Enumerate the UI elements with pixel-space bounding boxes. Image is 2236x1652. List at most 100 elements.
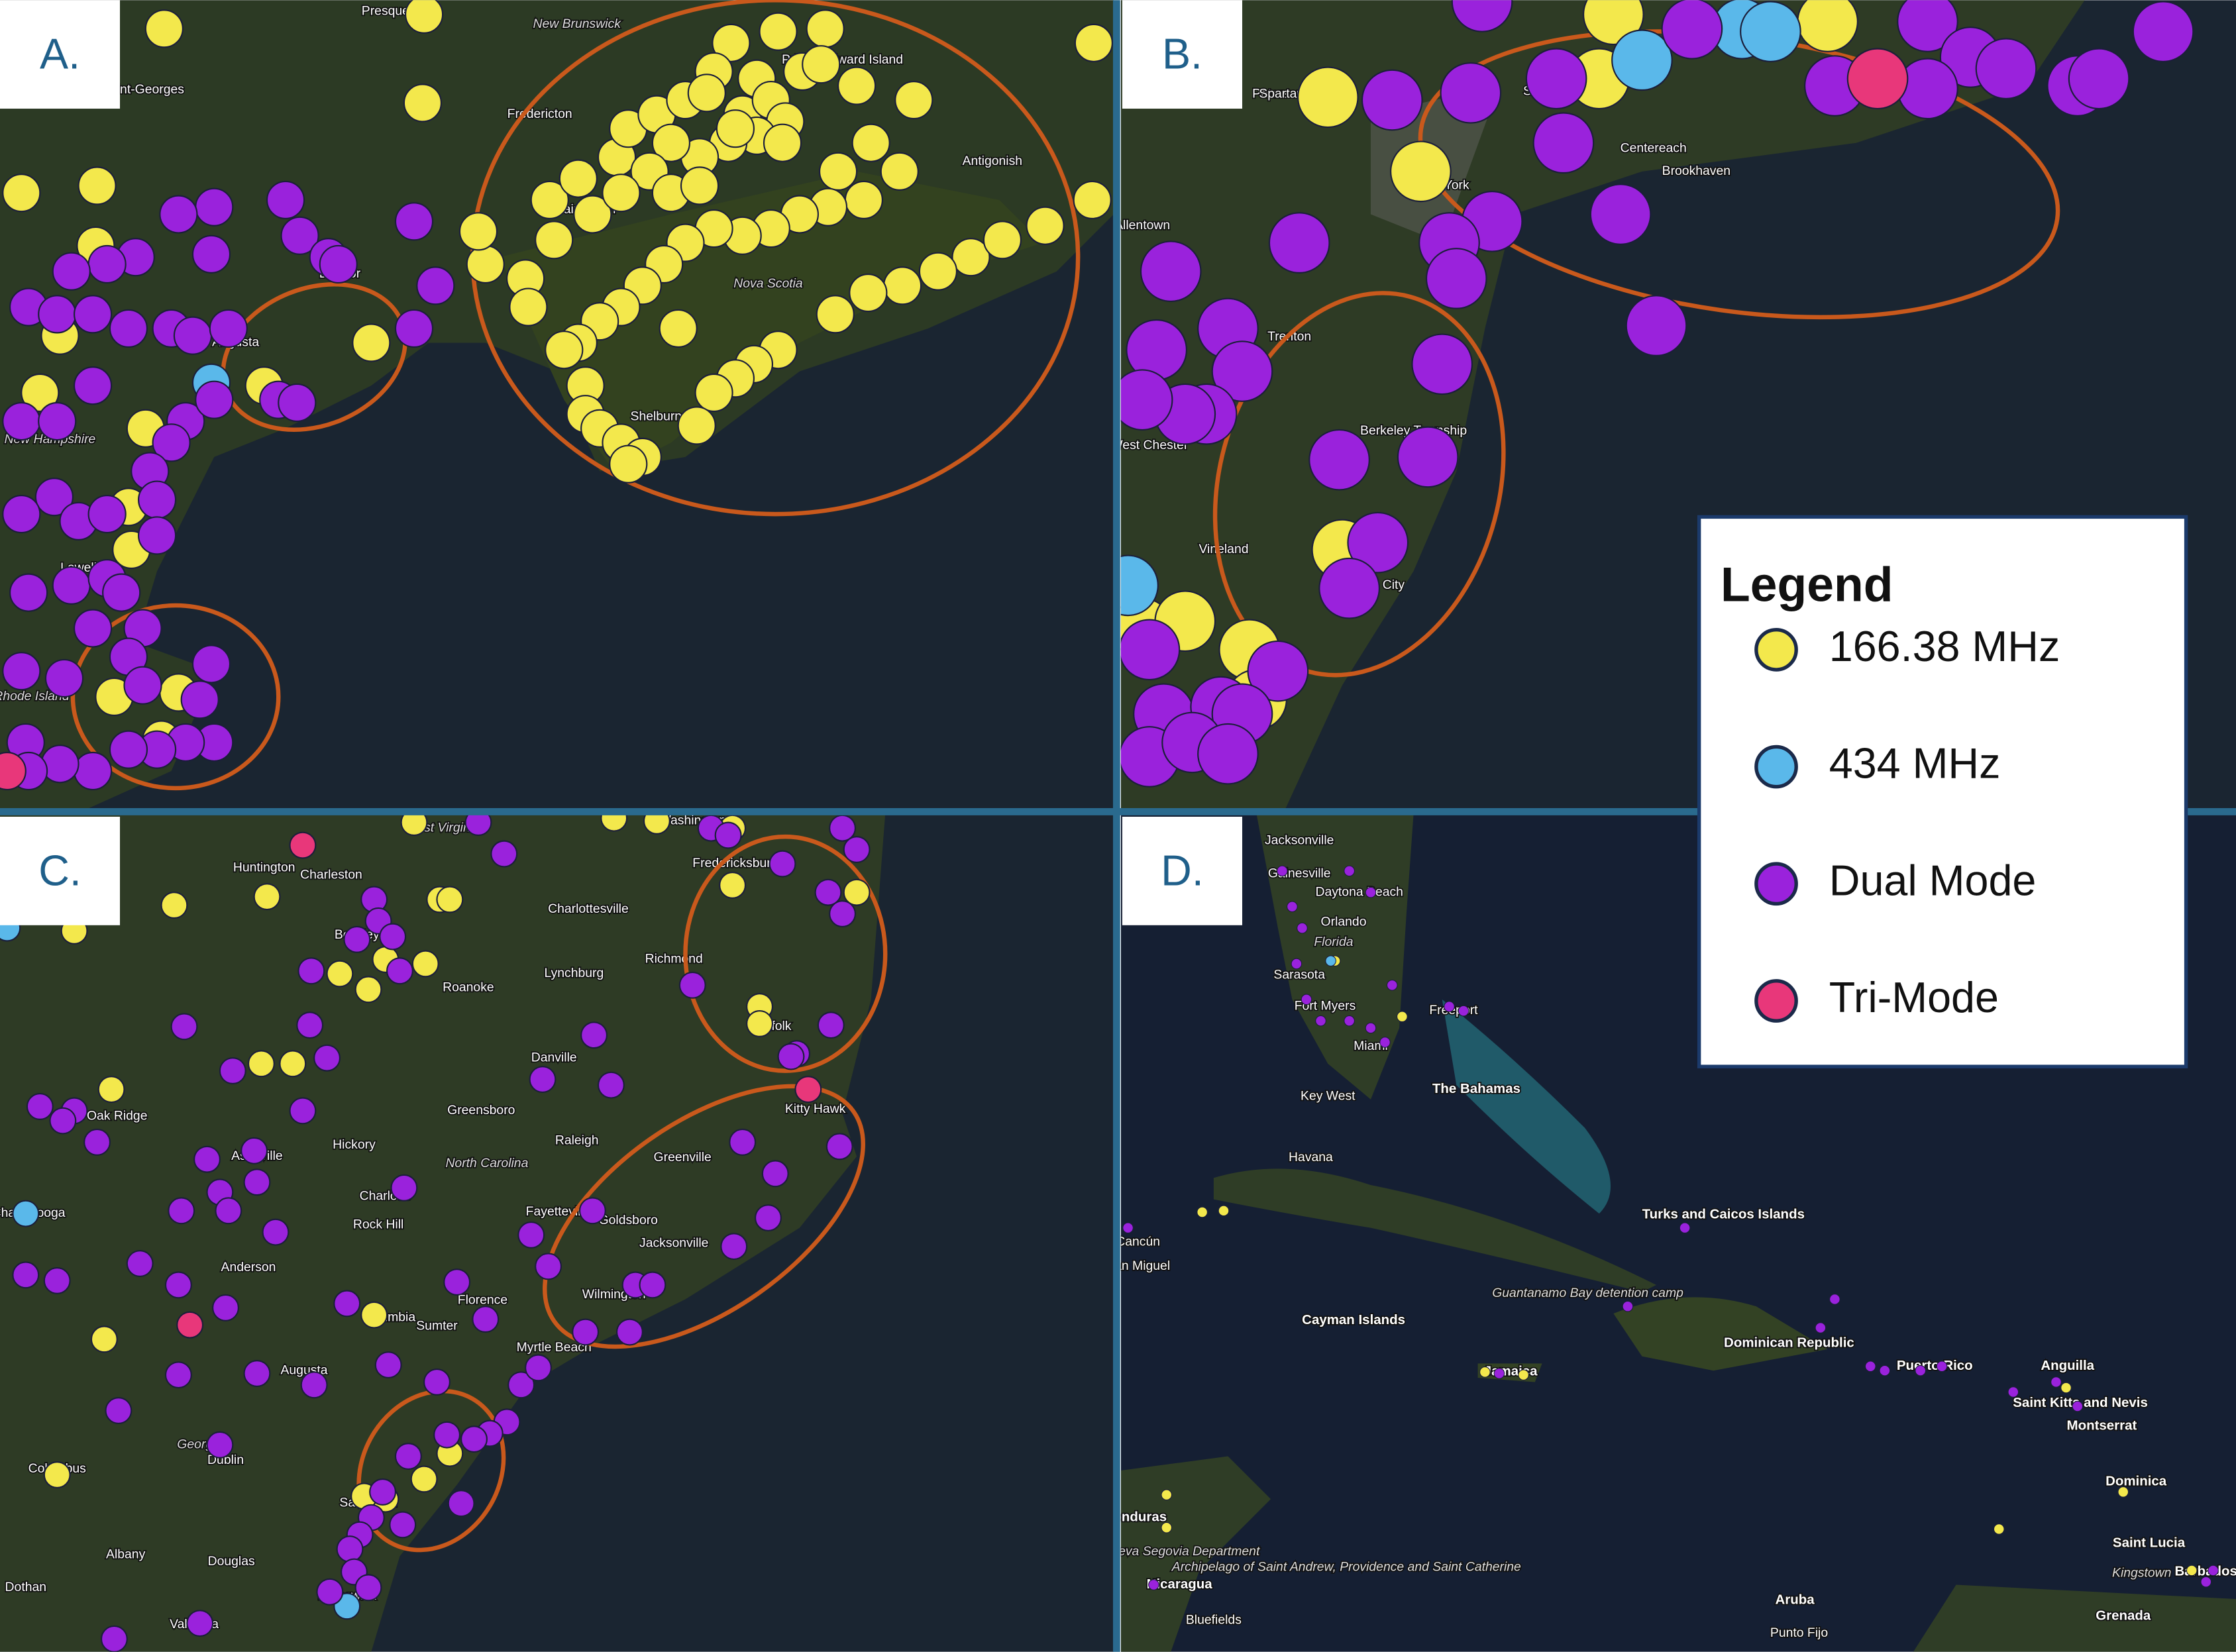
marker [1425, 248, 1487, 309]
marker [1458, 1005, 1469, 1017]
marker [1218, 1205, 1230, 1217]
place-label: Grenada [2096, 1608, 2151, 1623]
marker [1148, 1579, 1159, 1590]
marker [436, 886, 464, 913]
place-label: San Miguel [1106, 1259, 1170, 1273]
place-label: Vineland [1198, 542, 1248, 556]
marker [52, 252, 91, 291]
marker [0, 751, 27, 791]
marker [844, 180, 883, 220]
marker [1797, 0, 1858, 52]
marker [333, 1290, 361, 1317]
marker [443, 1268, 471, 1296]
marker [12, 1261, 40, 1289]
marker [262, 1218, 290, 1246]
marker [559, 159, 598, 198]
marker [490, 840, 518, 868]
marker [1525, 48, 1587, 110]
marker [180, 680, 219, 719]
place-label: Albany [106, 1547, 146, 1561]
marker [73, 295, 113, 334]
marker [609, 444, 648, 484]
place-label: Florence [458, 1293, 507, 1308]
marker [1344, 1015, 1355, 1027]
marker [87, 244, 127, 284]
marker [173, 316, 213, 355]
marker [386, 957, 413, 985]
place-label: Kingstown [2112, 1565, 2171, 1580]
marker [1318, 557, 1380, 619]
marker [894, 80, 933, 120]
place-label: Bluefields [1186, 1612, 1242, 1627]
marker [1611, 29, 1673, 91]
marker [1120, 554, 1159, 617]
marker [1301, 994, 1312, 1006]
highlight-ellipse [70, 603, 281, 791]
panel-d-map [1120, 813, 2236, 1652]
marker [2, 174, 41, 213]
legend-label: Dual Mode [1829, 856, 2037, 904]
marker [2200, 1576, 2212, 1588]
marker [100, 1625, 128, 1652]
marker [1247, 640, 1309, 702]
panel-label-box [1122, 0, 1242, 109]
place-label: The Bahamas [1432, 1081, 1520, 1096]
marker [1740, 1, 1801, 62]
place-label: Antigonish [963, 154, 1022, 168]
panel-markers [0, 813, 871, 1652]
marker [2117, 1486, 2129, 1498]
marker [191, 645, 231, 684]
marker [186, 1610, 214, 1637]
marker [806, 9, 845, 48]
marker [843, 878, 871, 906]
marker [951, 238, 990, 277]
marker [1532, 112, 1595, 174]
place-label: Saint Lucia [2113, 1535, 2186, 1550]
marker [411, 950, 439, 978]
marker [191, 234, 231, 274]
place-label: Kitty Hawk [785, 1102, 846, 1116]
marker [1451, 0, 1513, 32]
marker [2208, 1565, 2219, 1576]
marker [882, 266, 922, 305]
marker [38, 401, 77, 441]
highlight-ellipse [683, 834, 888, 1073]
place-label: Turks and Caicos Islands [1642, 1207, 1805, 1222]
panel-labels: A. B. C. D. [0, 0, 1242, 925]
marker [694, 373, 733, 412]
marker [253, 883, 281, 911]
marker [297, 957, 325, 985]
marker [195, 187, 234, 227]
marker [1315, 1015, 1326, 1027]
marker [1679, 1222, 1691, 1233]
marker [21, 373, 60, 412]
marker [529, 1066, 557, 1094]
marker [472, 1306, 500, 1333]
marker [40, 745, 80, 784]
panel-label: A. [40, 30, 80, 78]
marker [1073, 180, 1112, 220]
panel-markers [0, 0, 1113, 791]
marker [1397, 1011, 1408, 1023]
marker [1444, 1001, 1455, 1012]
place-label: Sumter [416, 1319, 458, 1333]
marker [423, 1368, 451, 1396]
marker [354, 1574, 382, 1602]
marker [1625, 295, 1687, 356]
marker [525, 1354, 552, 1382]
marker [2186, 1565, 2198, 1576]
place-label: Rock Hill [353, 1217, 403, 1231]
legend-swatch [1754, 627, 1798, 672]
place-label: Greenville [654, 1150, 712, 1164]
marker [243, 1168, 271, 1196]
marker [2, 652, 41, 691]
place-label: Key West [1301, 1089, 1356, 1104]
marker [1864, 1361, 1876, 1372]
place-label: Jacksonville [1265, 833, 1334, 848]
marker [247, 1050, 275, 1078]
marker [1379, 1037, 1391, 1048]
marker [137, 516, 177, 555]
marker [447, 1490, 475, 1518]
marker [918, 252, 958, 291]
place-label: Brookhaven [1662, 164, 1730, 178]
